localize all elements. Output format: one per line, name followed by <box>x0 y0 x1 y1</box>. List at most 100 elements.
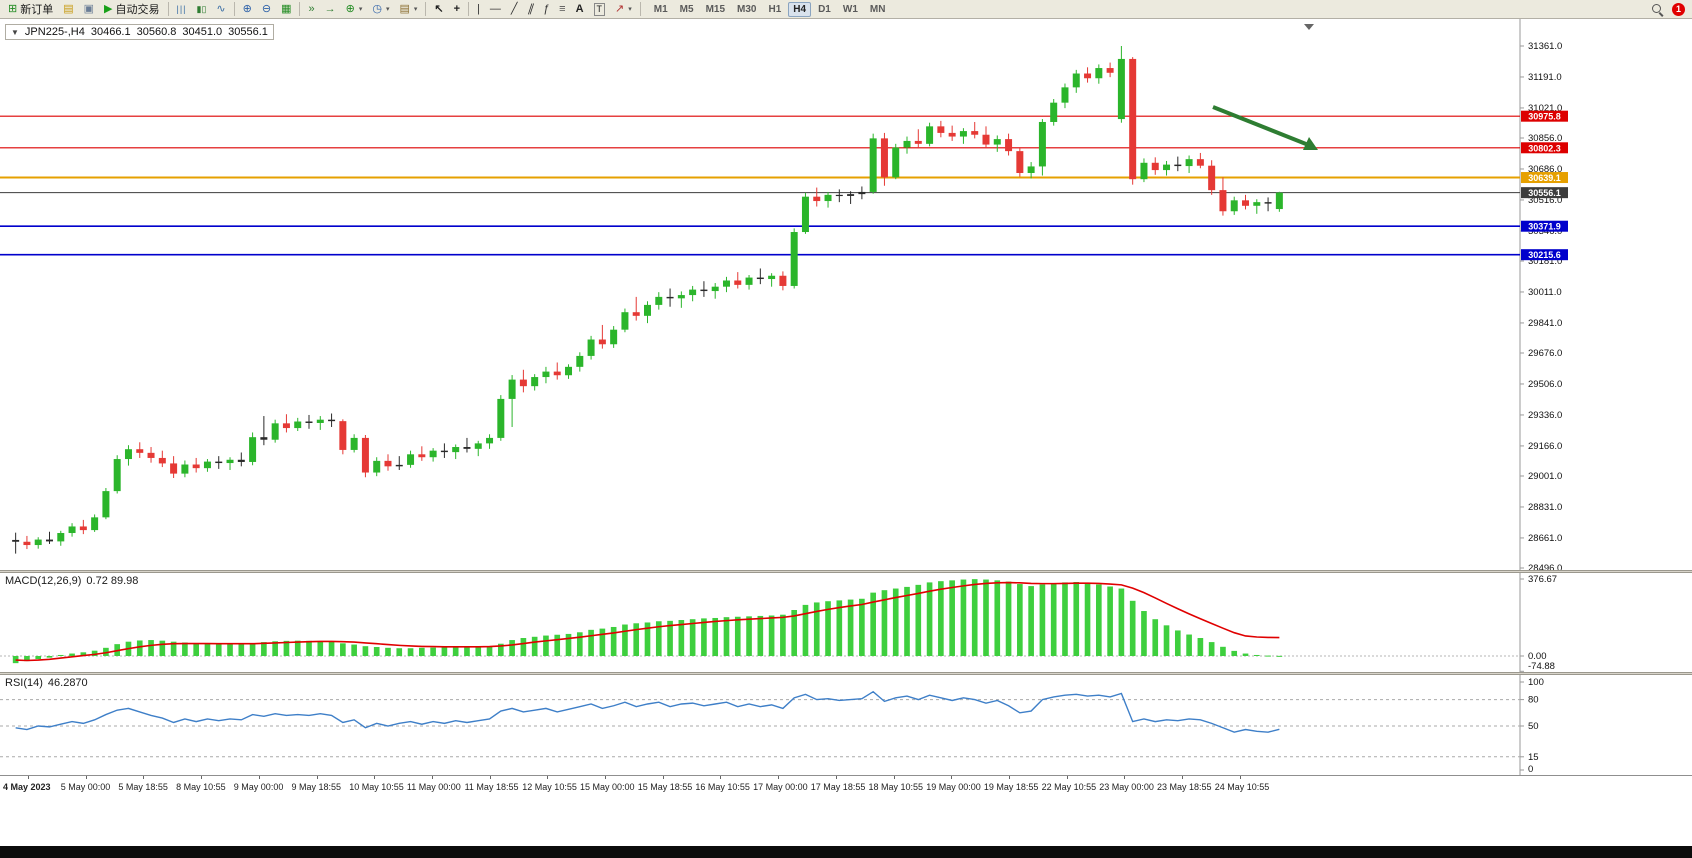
text-button[interactable]: A <box>571 1 589 18</box>
macd-histogram <box>12 579 1283 664</box>
timeframe-m30-button[interactable]: M30 <box>737 3 757 15</box>
toolbar: ⊞ 新订单 ▤ ▣ ▶ 自动交易 ||| ▮▯ ∿ ⊕ ⊖ ▦ » → ⊕ ▾ … <box>0 0 1692 19</box>
time-axis-tick <box>893 776 895 779</box>
macd-signal-line <box>15 581 1280 662</box>
panel-divider[interactable] <box>0 570 1692 573</box>
timeframe-h4-button[interactable]: H4 <box>788 1 812 17</box>
window-margin <box>0 796 1692 846</box>
timeframe-mn-button[interactable]: MN <box>869 3 886 15</box>
chart-shift-marker[interactable] <box>1304 24 1314 30</box>
text-label-icon: T <box>593 2 606 16</box>
time-label: 18 May 10:55 <box>868 782 924 792</box>
time-axis-tick <box>1239 776 1241 779</box>
time-label: 5 May 00:00 <box>60 782 111 792</box>
price-chart[interactable]: 31361.0 31191.0 31021.0 30856.0 30686.0 30516… <box>0 19 1692 570</box>
rsi-chart[interactable]: 100 80 50 150 <box>0 675 1692 775</box>
timeframe-m5-button[interactable]: M5 <box>679 3 694 15</box>
shapes-button[interactable]: ≡ <box>554 1 570 18</box>
toolbar-separator <box>167 2 169 16</box>
chart-shift-button[interactable]: → <box>320 1 341 18</box>
cursor-icon: ↖ <box>434 2 444 15</box>
time-axis-tick <box>778 776 780 779</box>
time-axis-tick <box>1008 776 1010 779</box>
time-axis-tick <box>1066 776 1068 779</box>
zoom-in-icon: ⊕ <box>242 2 252 15</box>
tile-windows-button[interactable]: ▦ <box>276 1 296 18</box>
new-order-button[interactable]: ⊞ 新订单 <box>3 1 58 18</box>
time-axis-tick <box>431 776 433 779</box>
svg-text:31361.0: 31361.0 <box>1528 41 1562 52</box>
market-watch-button[interactable]: ▤ <box>58 1 78 18</box>
rsi-label: RSI(14) 46.2870 <box>5 677 88 689</box>
svg-text:100: 100 <box>1528 677 1544 688</box>
timeframe-d1-button[interactable]: D1 <box>818 3 831 15</box>
indicators-button[interactable]: ⊕ ▾ <box>341 1 368 18</box>
search-icon[interactable] <box>1651 3 1664 16</box>
chevron-down-icon: ▾ <box>628 6 632 13</box>
time-axis-tick <box>316 776 318 779</box>
vertical-line-button[interactable]: | <box>472 1 485 18</box>
time-label: 23 May 18:55 <box>1157 782 1212 792</box>
zoom-out-button[interactable]: ⊖ <box>257 1 276 18</box>
trend-arrow-head[interactable] <box>1303 137 1318 150</box>
svg-text:29506.0: 29506.0 <box>1528 379 1562 390</box>
line-chart-button[interactable]: ∿ <box>211 1 230 18</box>
crosshair-button[interactable]: + <box>449 1 465 18</box>
data-window-button[interactable]: ▣ <box>79 1 99 18</box>
notification-badge[interactable]: 1 <box>1672 2 1685 16</box>
zoom-in-button[interactable]: ⊕ <box>238 1 257 18</box>
time-axis-tick <box>374 776 376 779</box>
time-label: 19 May 18:55 <box>983 782 1039 792</box>
time-axis-tick <box>258 776 260 779</box>
svg-text:30371.9: 30371.9 <box>1528 222 1561 232</box>
time-label: 12 May 10:55 <box>522 782 577 792</box>
vertical-line-icon: | <box>477 2 480 15</box>
time-axis-tick <box>605 776 606 779</box>
svg-text:31021.0: 31021.0 <box>1528 103 1562 114</box>
auto-scroll-button[interactable]: » <box>303 1 319 18</box>
macd-chart[interactable]: 376.67 0.00-74.88 <box>0 573 1692 672</box>
bar-chart-button[interactable]: ||| <box>172 1 192 18</box>
bar-chart-icon: ||| <box>176 3 187 14</box>
auto-scroll-icon: » <box>308 2 315 15</box>
time-label: 23 May 00:00 <box>1099 782 1154 792</box>
cursor-button[interactable]: ↖ <box>429 1 448 18</box>
candlestick-chart-button[interactable]: ▮▯ <box>192 1 212 18</box>
svg-text:0.00: 0.00 <box>1528 651 1547 662</box>
text-label-button[interactable]: T <box>589 1 611 18</box>
timeframe-m15-button[interactable]: M15 <box>705 3 726 15</box>
candlestick-series <box>12 46 1283 554</box>
chart-dropdown-icon[interactable]: ▼ <box>11 27 19 37</box>
new-order-label: 新订单 <box>20 4 54 16</box>
timeframe-group: M1 M5 M15 M30 H1 H4 D1 W1 MN <box>648 1 892 17</box>
auto-trading-button[interactable]: ▶ 自动交易 <box>99 1 164 18</box>
price-label-30975.8 <box>1521 110 1568 122</box>
time-label: 22 May 10:55 <box>1041 782 1097 792</box>
trend-arrow-annotation[interactable] <box>1212 105 1307 146</box>
timeframe-m1-button[interactable]: M1 <box>653 3 668 15</box>
macd-label: MACD(12,26,9) 0.72 89.98 <box>5 575 138 587</box>
auto-trading-label: 自动交易 <box>115 4 160 16</box>
arrows-button[interactable]: ↗ ▾ <box>610 1 637 18</box>
templates-button[interactable]: ▤ ▾ <box>394 1 422 18</box>
new-order-icon: ⊞ <box>8 2 18 15</box>
svg-text:29336.0: 29336.0 <box>1528 410 1562 421</box>
time-label: 4 May 2023 <box>3 782 51 792</box>
fibonacci-button[interactable]: ƒ <box>538 1 554 18</box>
time-axis-tick <box>28 776 29 779</box>
time-axis[interactable]: 4 May 2023 5 May 00:00 5 May 18:55 8 May 10… <box>0 775 1692 796</box>
equidistant-channel-button[interactable]: ∥ <box>523 1 539 18</box>
timeframe-w1-button[interactable]: W1 <box>842 3 858 15</box>
trendline-button[interactable]: ╱ <box>506 1 523 18</box>
time-label: 11 May 00:00 <box>406 782 461 792</box>
horizontal-line-button[interactable]: — <box>485 1 506 18</box>
time-label: 11 May 18:55 <box>464 782 519 792</box>
chart-open-value: 30466.1 <box>90 26 131 38</box>
time-axis-tick <box>951 776 953 779</box>
timeframe-h1-button[interactable]: H1 <box>768 3 782 15</box>
panel-divider[interactable] <box>0 672 1692 675</box>
horizontal-line-icon: — <box>489 2 501 15</box>
periods-button[interactable]: ◷ ▾ <box>367 1 394 18</box>
toolbar-separator <box>425 2 427 16</box>
toolbar-separator <box>639 2 641 16</box>
